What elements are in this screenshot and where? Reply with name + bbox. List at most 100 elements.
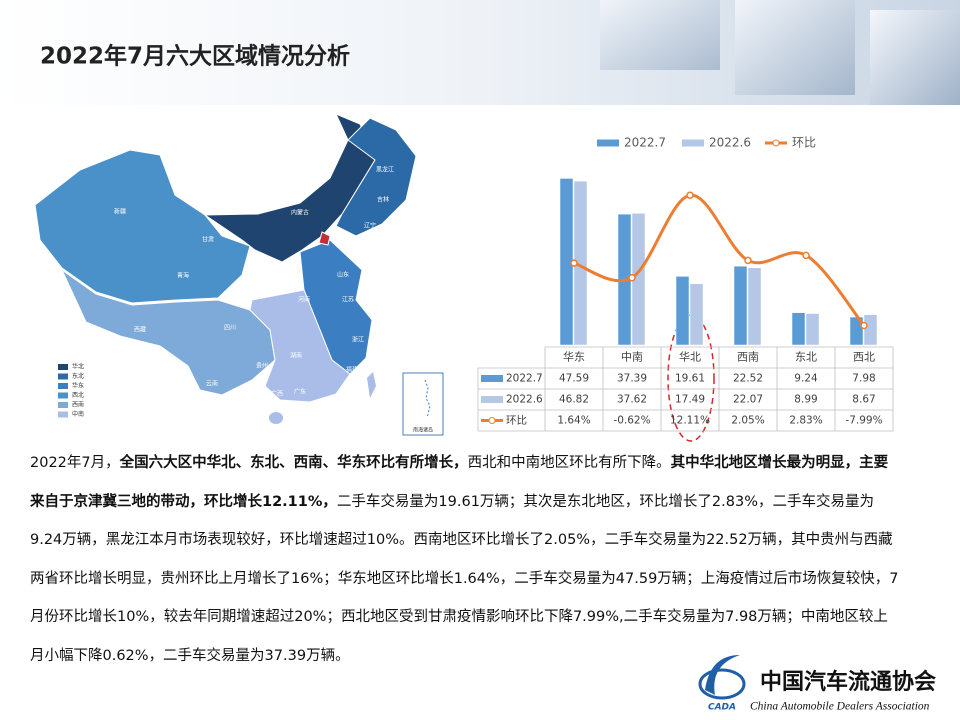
legend-label: 东北 bbox=[72, 372, 84, 380]
map-region bbox=[60, 268, 276, 396]
hainan bbox=[269, 412, 283, 424]
beijing-marker bbox=[318, 231, 331, 246]
inset-box bbox=[402, 372, 444, 436]
bar bbox=[791, 312, 806, 346]
table-value: 19.61 bbox=[675, 373, 705, 385]
province-label: 黑龙江 bbox=[376, 166, 394, 174]
legend-label: 华北 bbox=[72, 363, 84, 371]
province-label: 广西 bbox=[271, 390, 283, 398]
table-value: 8.67 bbox=[852, 394, 875, 406]
province-label: 西藏 bbox=[134, 326, 146, 334]
line-marker bbox=[570, 259, 578, 267]
row-label: 2022.6 bbox=[506, 394, 543, 406]
text-segment: 2022年7月， bbox=[30, 455, 120, 471]
analysis-text: 2022年7月，全国六大区中华北、东北、西南、华东环比有所增长，西北和中南地区环… bbox=[30, 444, 902, 675]
map-region bbox=[34, 149, 251, 304]
inset-label: 南海诸岛 bbox=[413, 427, 433, 434]
province-label: 内蒙古 bbox=[291, 209, 309, 217]
bar bbox=[747, 267, 762, 346]
legend-swatch bbox=[58, 373, 68, 380]
province-label: 甘肃 bbox=[202, 236, 214, 244]
cube bbox=[870, 10, 960, 105]
legend-swatch bbox=[682, 139, 704, 147]
legend-swatch bbox=[58, 411, 68, 418]
text-segment: 西北和中南地区环比有所下降。 bbox=[467, 455, 671, 471]
table-value: 12.11% bbox=[670, 415, 710, 427]
legend-swatch bbox=[58, 402, 68, 408]
province-label: 台湾 bbox=[382, 388, 394, 396]
province-label: 新疆 bbox=[114, 208, 126, 216]
category-label: 西北 bbox=[853, 351, 875, 364]
cube bbox=[600, 0, 720, 70]
category-label: 西南 bbox=[737, 351, 759, 364]
table-value: 47.59 bbox=[559, 373, 589, 385]
line-marker bbox=[686, 191, 694, 199]
taiwan bbox=[367, 372, 376, 398]
legend-label: 环比 bbox=[792, 136, 816, 150]
legend-label: 2022.7 bbox=[624, 136, 666, 150]
province-label: 吉林 bbox=[377, 196, 389, 204]
table-value: 46.82 bbox=[559, 394, 589, 406]
table-value: 7.98 bbox=[852, 373, 875, 385]
slide-title: 2022年7月六大区域情况分析 bbox=[40, 43, 350, 70]
table-value: 22.07 bbox=[733, 394, 763, 406]
table-value: 9.24 bbox=[794, 373, 818, 385]
legend-label: 西北 bbox=[72, 391, 84, 399]
bar bbox=[733, 265, 748, 346]
province-label: 湖南 bbox=[290, 352, 302, 360]
line-marker bbox=[860, 321, 868, 330]
logo-text: CADA bbox=[708, 703, 736, 713]
table-value: 8.99 bbox=[794, 394, 817, 406]
legend-swatch-marker bbox=[772, 139, 780, 147]
province-label: 江苏 bbox=[342, 296, 354, 304]
org-name-en: China Automobile Dealers Association bbox=[750, 701, 930, 713]
category-label: 华东 bbox=[563, 350, 585, 364]
logo-ring bbox=[698, 668, 746, 700]
line-marker bbox=[628, 273, 636, 282]
province-label: 山东 bbox=[337, 271, 349, 279]
legend-swatch bbox=[481, 396, 503, 403]
text-segment: 全国六大区中华北、东北、西南、华东环比有所增长， bbox=[119, 455, 468, 471]
row-label: 环比 bbox=[506, 414, 527, 427]
cube bbox=[735, 0, 855, 95]
bar bbox=[805, 313, 820, 346]
inset-islands bbox=[424, 379, 431, 419]
map-region bbox=[249, 289, 351, 403]
category-label: 东北 bbox=[795, 351, 817, 364]
row-label: 2022.7 bbox=[506, 373, 543, 385]
legend-label: 2022.6 bbox=[709, 136, 751, 150]
text-segment: 其中华北地区增长最为明显，主要来自于京津冀三地的带动，环比增长12.11%， bbox=[30, 455, 889, 510]
bar bbox=[863, 314, 878, 346]
table-value: 2.83% bbox=[789, 415, 822, 427]
category-label: 华北 bbox=[679, 350, 701, 364]
legend-label: 中南 bbox=[72, 410, 84, 418]
legend-label: 西南 bbox=[72, 401, 84, 409]
map-region bbox=[335, 117, 417, 237]
province-label: 贵州 bbox=[256, 362, 268, 370]
legend-swatch bbox=[481, 375, 503, 382]
province-label: 河南 bbox=[298, 296, 310, 304]
logo-swirl bbox=[705, 655, 740, 695]
category-label: 中南 bbox=[621, 351, 643, 364]
legend-label: 华东 bbox=[72, 382, 84, 390]
table-value: -7.99% bbox=[845, 415, 882, 427]
province-label: 四川 bbox=[224, 325, 236, 332]
table-value: 22.52 bbox=[733, 373, 763, 385]
province-label: 浙江 bbox=[352, 336, 364, 344]
bar bbox=[689, 283, 704, 346]
legend-swatch bbox=[58, 383, 68, 389]
legend-swatch-marker bbox=[488, 417, 496, 424]
table-value: 2.05% bbox=[731, 415, 764, 427]
bar bbox=[675, 276, 690, 346]
line-marker bbox=[744, 256, 752, 265]
line bbox=[573, 193, 866, 327]
table-value: 37.39 bbox=[617, 373, 647, 385]
province-label: 海南 bbox=[266, 430, 278, 438]
province-label: 青海 bbox=[177, 272, 189, 280]
text-segment: 二手车交易量为19.61万辆；其次是东北地区，环比增长了2.83%，二手车交易量… bbox=[30, 493, 899, 664]
table-value: 1.64% bbox=[557, 415, 590, 427]
